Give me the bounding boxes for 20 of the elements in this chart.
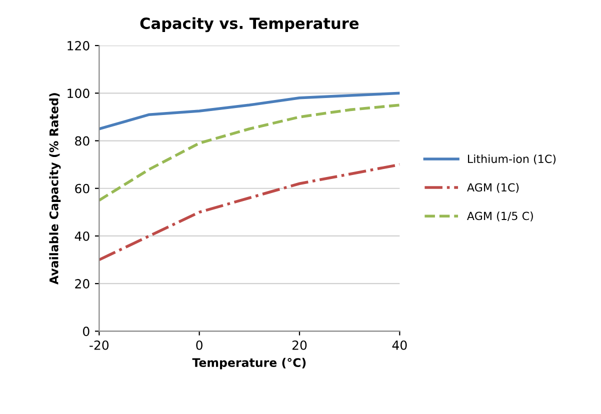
- y-axis-title: Available Capacity (% Rated): [49, 93, 61, 285]
- x-tick-label: 0: [196, 340, 202, 350]
- y-tick-label: 20: [75, 279, 90, 289]
- legend-label: Lithium-ion (1C): [468, 154, 556, 164]
- x-tick-label: 20: [292, 340, 307, 350]
- legend-label: AGM (1/5 C): [467, 212, 533, 222]
- legend-label: AGM (1C): [467, 183, 519, 193]
- line-series: [99, 104, 400, 202]
- x-tick-label: -20: [90, 340, 109, 350]
- y-tick-label: 40: [74, 231, 90, 241]
- x-tick-label: 40: [392, 340, 407, 350]
- y-tick-label: 80: [75, 136, 90, 146]
- line-series: [99, 92, 400, 130]
- y-tick-label: 100: [68, 88, 90, 98]
- x-axis-title: Temperature (°C): [192, 358, 306, 370]
- chart-title: Capacity vs. Temperature: [140, 17, 359, 32]
- y-tick-label: 0: [83, 326, 90, 336]
- line-series: [99, 163, 400, 262]
- y-tick-label: 120: [68, 41, 90, 50]
- y-tick-label: 60: [75, 184, 90, 194]
